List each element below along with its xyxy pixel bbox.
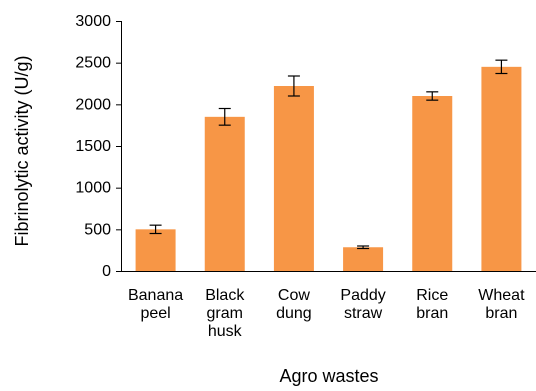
y-axis-title: Fibrinolytic activity (U/g) (12, 55, 32, 246)
y-tick-label: 0 (102, 263, 111, 280)
bar (343, 247, 384, 271)
y-axis-ticks: 0 500 1000 1500 2000 2500 3000 (75, 13, 121, 280)
bar (481, 66, 522, 271)
y-tick-label: 2500 (75, 55, 111, 72)
x-axis-title: Agro wastes (279, 366, 378, 386)
bar (204, 116, 245, 271)
error-bars (149, 59, 508, 250)
x-category-label: Rice (416, 287, 448, 304)
x-category-label: Black (205, 287, 245, 304)
y-tick-label: 1500 (75, 138, 111, 155)
bar (135, 229, 176, 271)
x-category-label: Banana (128, 287, 183, 304)
y-tick-label: 1000 (75, 180, 111, 197)
bars (135, 66, 522, 271)
x-category-label: Paddy (340, 287, 385, 304)
x-category-label: peel (140, 305, 170, 322)
x-category-label: Wheat (478, 287, 525, 304)
y-tick-label: 2000 (75, 96, 111, 113)
x-category-label: straw (344, 305, 383, 322)
x-category-label: bran (416, 305, 448, 322)
x-category-label: gram (207, 305, 243, 322)
x-category-label: Cow (278, 287, 310, 304)
bar (273, 86, 314, 271)
y-tick-label: 3000 (75, 13, 111, 30)
y-tick-label: 500 (84, 221, 111, 238)
x-category-label: dung (276, 305, 312, 322)
x-category-label: husk (208, 323, 243, 340)
bar (412, 96, 453, 271)
x-category-label: bran (485, 305, 517, 322)
